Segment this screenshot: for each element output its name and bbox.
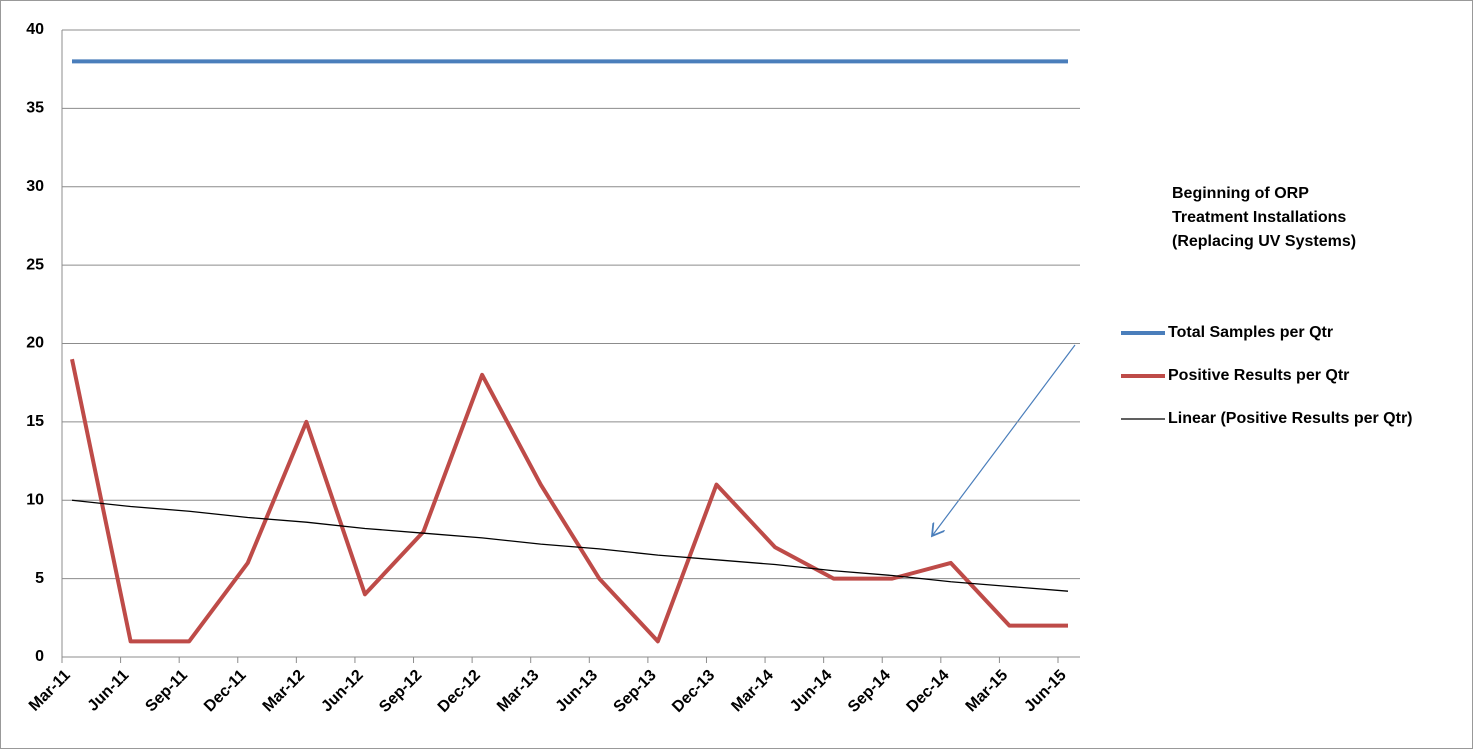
- annotation: Beginning of ORP: [1172, 185, 1309, 202]
- y-tick-label: 30: [26, 178, 44, 195]
- y-tick-label: 15: [26, 413, 44, 430]
- legend-label: Linear (Positive Results per Qtr): [1168, 410, 1413, 427]
- y-tick-label: 25: [26, 256, 44, 273]
- y-tick-label: 5: [35, 570, 44, 587]
- y-tick-label: 35: [26, 100, 44, 117]
- legend-label: Positive Results per Qtr: [1168, 367, 1349, 384]
- y-tick-label: 40: [26, 21, 44, 38]
- legend-label: Total Samples per Qtr: [1168, 324, 1333, 341]
- annotation-arrow: [932, 344, 1076, 536]
- y-tick-label: 10: [26, 491, 44, 508]
- annotation: (Replacing UV Systems): [1172, 233, 1356, 250]
- y-tick-label: 20: [26, 335, 44, 352]
- series-line: [71, 499, 1069, 592]
- y-tick-label: 0: [35, 648, 44, 665]
- annotation: Treatment Installations: [1172, 209, 1346, 226]
